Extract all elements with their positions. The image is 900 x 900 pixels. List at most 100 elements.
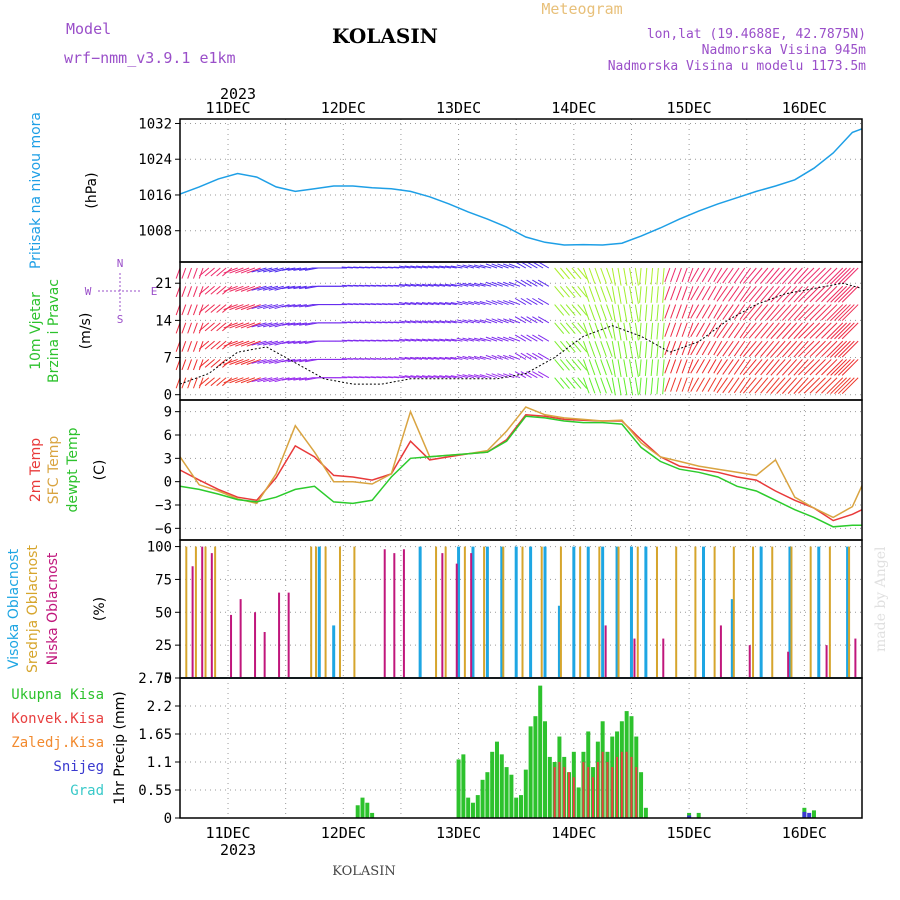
wind-barb <box>462 337 475 342</box>
wind-barb <box>588 267 596 284</box>
wind-barb <box>235 340 250 347</box>
precip-bar <box>538 685 543 818</box>
wind-barb <box>760 377 775 394</box>
wind-barb <box>623 286 628 304</box>
wind-barb <box>281 377 296 381</box>
precip-bar <box>365 802 370 818</box>
wind-barb <box>650 304 654 322</box>
precip-bar <box>807 812 812 818</box>
wind-barb <box>733 304 746 320</box>
wind-barb <box>204 377 215 387</box>
wind-barb <box>514 297 527 306</box>
wind-barb <box>468 282 480 287</box>
wind-barb <box>198 340 204 352</box>
wind-barb <box>444 283 457 287</box>
wind-barb <box>347 303 359 306</box>
wind-barb <box>427 356 440 360</box>
wind-barb <box>439 320 451 324</box>
wind-barb <box>240 340 256 347</box>
wind-barb <box>347 339 359 342</box>
wind-barb <box>262 377 279 383</box>
y-tick-label: 75 <box>155 572 172 588</box>
wind-speed-line <box>179 282 863 385</box>
wind-barb <box>246 358 261 365</box>
legend-label: Grad <box>70 783 104 799</box>
wind-barb <box>611 377 616 396</box>
wind-barb <box>766 285 780 303</box>
wind-barb <box>701 267 711 283</box>
wind-barb <box>479 264 492 269</box>
wind-barb <box>687 267 694 283</box>
wind-barb <box>281 285 296 290</box>
wind-barb <box>537 334 550 342</box>
wind-barb <box>427 302 440 306</box>
wind-barb <box>251 358 267 364</box>
wind-barb <box>257 377 273 383</box>
wind-barb <box>364 376 376 379</box>
wind-barb <box>793 340 809 358</box>
wind-barb <box>433 302 446 306</box>
wind-barb <box>787 322 803 340</box>
precip-bar <box>509 774 514 818</box>
wind-barb <box>192 322 198 334</box>
wind-barb <box>462 301 475 306</box>
wind-barb <box>347 266 359 269</box>
wind-barb <box>370 321 382 324</box>
wind-barb <box>798 359 815 376</box>
wind-barb <box>629 267 634 286</box>
wind-barb <box>376 321 388 324</box>
wind-barb <box>235 267 250 274</box>
wind-barb <box>537 279 550 287</box>
wind-barb <box>787 285 803 303</box>
wind-barb <box>520 297 532 306</box>
compass-letter: W <box>85 285 92 298</box>
wind-barb <box>837 377 855 395</box>
unit-label: 1hr Precip (mm) <box>112 691 128 804</box>
wind-barb <box>600 304 607 321</box>
wind-barb <box>639 359 642 377</box>
wind-barb <box>473 319 486 324</box>
wind-barb <box>701 322 711 337</box>
wind-barb <box>760 304 775 321</box>
wind-barb <box>809 304 826 321</box>
wind-barb <box>834 285 851 303</box>
wind-barb <box>240 322 256 329</box>
wind-barb <box>240 285 256 292</box>
wind-barb <box>456 337 469 342</box>
wind-barb <box>204 267 215 277</box>
wind-barb <box>577 285 588 298</box>
precip-bar <box>568 772 571 818</box>
wind-barb <box>387 339 400 342</box>
wind-barb <box>229 358 244 365</box>
wind-barb <box>690 267 700 283</box>
wind-barb <box>204 285 215 295</box>
wind-barb <box>398 356 411 360</box>
wind-barb <box>410 265 423 269</box>
wind-barb <box>701 340 711 356</box>
wind-barb <box>560 377 570 389</box>
wind-barb <box>520 279 532 287</box>
wind-barb <box>341 357 353 360</box>
wind-barb <box>268 304 284 310</box>
wind-barb <box>532 297 544 306</box>
wind-barb <box>364 303 376 306</box>
wind-barb <box>299 267 313 271</box>
wind-barb <box>830 322 847 340</box>
wind-barb <box>634 304 639 323</box>
y-tick-label: 1.1 <box>147 755 172 771</box>
wind-barb <box>681 304 688 319</box>
wind-barb <box>713 359 723 374</box>
wind-barb <box>358 321 371 324</box>
wind-barb <box>617 322 622 341</box>
compass-letter: E <box>151 285 158 298</box>
wind-barb <box>192 304 198 316</box>
wind-barb <box>287 340 302 344</box>
wind-barb <box>815 340 832 358</box>
wind-barb <box>662 286 665 303</box>
wind-barb <box>251 377 267 383</box>
wind-barb <box>293 304 307 308</box>
wind-barb <box>826 377 844 395</box>
wind-barb <box>421 320 434 324</box>
wind-barb <box>606 359 613 376</box>
wind-barb <box>793 285 809 303</box>
